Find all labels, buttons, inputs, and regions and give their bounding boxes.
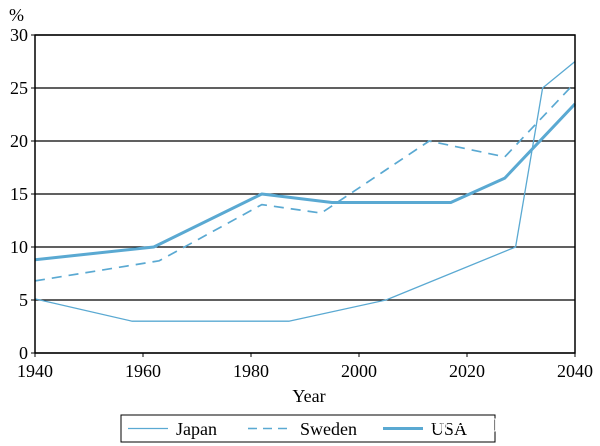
x-tick-label-1940: 1940 [17,361,53,381]
x-axis: 1940 1960 1980 2000 2020 2040 [17,353,593,381]
legend-label-usa: USA [431,419,467,439]
x-tick-label-1980: 1980 [233,361,269,381]
x-tick-label-1960: 1960 [125,361,161,381]
x-tick-label-2040: 2040 [557,361,593,381]
y-tick-label-15: 15 [10,184,28,204]
legend-label-sweden: Sweden [300,419,357,439]
legend: Japan Sweden USA [120,414,496,443]
series-line-usa [34,102,577,262]
legend-box [120,414,496,443]
y-axis-title: % [9,5,24,25]
y-tick-label-10: 10 [10,237,28,257]
series-layer [34,60,577,322]
y-tick-label-5: 5 [19,290,28,310]
y-tick-label-20: 20 [10,131,28,151]
x-tick-label-2000: 2000 [341,361,377,381]
y-tick-label-25: 25 [10,78,28,98]
y-tick-label-0: 0 [19,343,28,363]
x-axis-title: Year [292,386,325,406]
y-tick-label-30: 30 [10,25,28,45]
watermark: 知乎 @阿布呆洒哈哈哈 [433,416,588,434]
y-axis: 0 5 10 15 20 25 30 [10,25,35,363]
series-line-japan [34,60,576,322]
legend-label-japan: Japan [176,419,217,439]
series-line-sweden [34,82,576,282]
x-tick-label-2020: 2020 [449,361,485,381]
